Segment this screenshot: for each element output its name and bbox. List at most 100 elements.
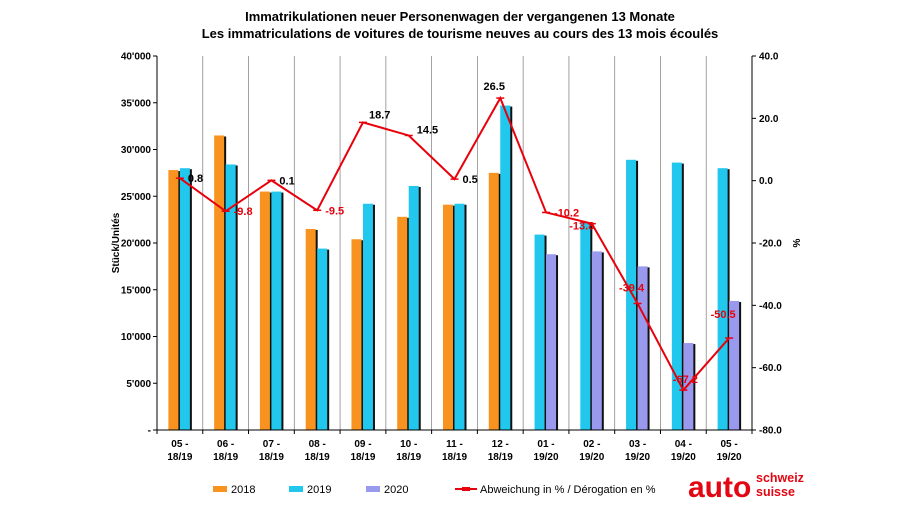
y2-tick-label: 0.0 (759, 176, 773, 187)
bar-2019-3 (317, 248, 328, 430)
bar-2019-9 (580, 222, 591, 430)
legend-label-2019: 2019 (307, 484, 331, 496)
x-tick-label: 19/20 (625, 452, 650, 463)
bar-2019-6 (454, 203, 465, 430)
x-tick-label: 19/20 (717, 452, 742, 463)
y-axis-label: Stück/Unités (111, 212, 122, 273)
y-tick-label: 20'000 (121, 239, 152, 250)
x-tick-label: 19/20 (671, 452, 696, 463)
y-tick-label: 30'000 (121, 145, 152, 156)
y-tick-label: 40'000 (121, 52, 152, 63)
x-tick-label: 08 - (309, 439, 326, 450)
bar-2020-9 (591, 251, 602, 430)
chart-title: Immatrikulationen neuer Personenwagen de… (245, 9, 675, 24)
bar-2019-4 (362, 203, 373, 430)
y-tick-label: 10'000 (121, 332, 152, 343)
legend-label-2018: 2018 (231, 484, 255, 496)
bar-2018-1 (214, 135, 225, 430)
x-tick-label: 06 - (217, 439, 234, 450)
x-tick-label: 05 - (720, 439, 737, 450)
gridlines (202, 56, 707, 430)
y2-tick-label: 20.0 (759, 114, 779, 125)
logo-line1: schweiz (756, 471, 804, 485)
legend-swatch-2018 (213, 486, 227, 492)
x-tick-label: 02 - (583, 439, 600, 450)
y2-tick-label: -40.0 (759, 301, 782, 312)
data-labels: 0.8 -9.8 0.1 -9.5 18.7 14.5 0.5 26.5 -10.2 -13.8 -… (188, 81, 736, 386)
y-tick-label: 35'000 (121, 98, 152, 109)
deviation-label-1: -9.8 (234, 206, 253, 218)
bar-2019-10 (626, 159, 637, 430)
bar-2019-1 (225, 164, 236, 430)
bar-2018-0 (168, 170, 179, 430)
bar-2019-7 (500, 105, 511, 431)
x-tick-label: 18/19 (396, 452, 421, 463)
x-tick-label: 18/19 (213, 452, 238, 463)
logo-main: auto (688, 471, 751, 504)
x-tick-label: 18/19 (167, 452, 192, 463)
bar-2019-2 (271, 191, 282, 430)
bar-2019-5 (408, 185, 419, 430)
y2-tick-label: -80.0 (759, 426, 782, 437)
deviation-label-3: -9.5 (325, 205, 344, 217)
bar-2018-7 (488, 172, 499, 430)
x-tick-label: 18/19 (488, 452, 513, 463)
x-ticks: 05 - 18/19 06 - 18/19 07 - 18/19 08 - 18/19 09 -… (156, 430, 753, 463)
y-tick-label: 25'000 (121, 192, 152, 203)
x-tick-label: 19/20 (534, 452, 559, 463)
deviation-label-9: -13.8 (569, 221, 594, 233)
x-tick-label: 07 - (263, 439, 280, 450)
legend-label-2020: 2020 (384, 484, 408, 496)
legend: 2018 2019 2020 Abweichung in % / Dérogation… (213, 484, 656, 496)
bar-2018-2 (259, 191, 270, 430)
x-tick-label: 09 - (354, 439, 371, 450)
bar-2019-8 (534, 234, 545, 430)
deviation-label-6: 0.5 (463, 174, 478, 186)
y2-tick-label: 40.0 (759, 52, 779, 63)
legend-swatch-2019 (289, 486, 303, 492)
bar-2020-8 (546, 254, 557, 430)
x-tick-label: 19/20 (579, 452, 604, 463)
y-ticks: - 5'000 10'000 15'000 20'000 25'000 30'000 35'0… (121, 52, 157, 437)
bar-2019-12 (717, 168, 728, 430)
bar-2020-11 (683, 343, 694, 430)
bar-2020-12 (729, 300, 740, 430)
deviation-label-11: -67.2 (673, 374, 698, 386)
deviation-label-8: -10.2 (554, 207, 579, 219)
bar-2018-5 (397, 216, 408, 430)
x-tick-label: 18/19 (442, 452, 467, 463)
bar-2018-4 (351, 239, 362, 430)
deviation-label-4: 18.7 (369, 109, 390, 121)
bar-2019-11 (671, 162, 682, 430)
deviation-label-2: 0.1 (279, 175, 294, 187)
y-tick-label: 15'000 (121, 285, 152, 296)
x-tick-label: 18/19 (259, 452, 284, 463)
x-tick-label: 01 - (537, 439, 554, 450)
chart-subtitle: Les immatriculations de voitures de tour… (202, 26, 719, 41)
y-tick-label: 5'000 (126, 379, 151, 390)
legend-swatch-2020 (366, 486, 380, 492)
logo-line2: suisse (756, 485, 795, 499)
logo: auto schweiz suisse (688, 471, 804, 504)
x-tick-label: 05 - (171, 439, 188, 450)
bar-2018-3 (305, 228, 316, 430)
deviation-label-5: 14.5 (417, 124, 438, 136)
y-tick-label: - (148, 426, 151, 437)
x-tick-label: 18/19 (305, 452, 330, 463)
x-tick-label: 11 - (446, 439, 463, 450)
x-tick-label: 10 - (400, 439, 417, 450)
y2-tick-label: -60.0 (759, 363, 782, 374)
legend-label-line: Abweichung in % / Dérogation en % (480, 484, 656, 496)
deviation-label-7: 26.5 (484, 81, 505, 93)
bar-2020-10 (637, 266, 648, 430)
y2-tick-label: -20.0 (759, 239, 782, 250)
x-tick-label: 03 - (629, 439, 646, 450)
x-tick-label: 18/19 (350, 452, 375, 463)
y2-ticks: -80.0 -60.0 -40.0 -20.0 0.0 20.0 40.0 (752, 52, 782, 437)
deviation-label-0: 0.8 (188, 173, 203, 185)
deviation-line (175, 95, 734, 392)
bar-2018-6 (443, 204, 453, 430)
bar-2019-0 (179, 168, 190, 430)
x-tick-label: 04 - (675, 439, 692, 450)
